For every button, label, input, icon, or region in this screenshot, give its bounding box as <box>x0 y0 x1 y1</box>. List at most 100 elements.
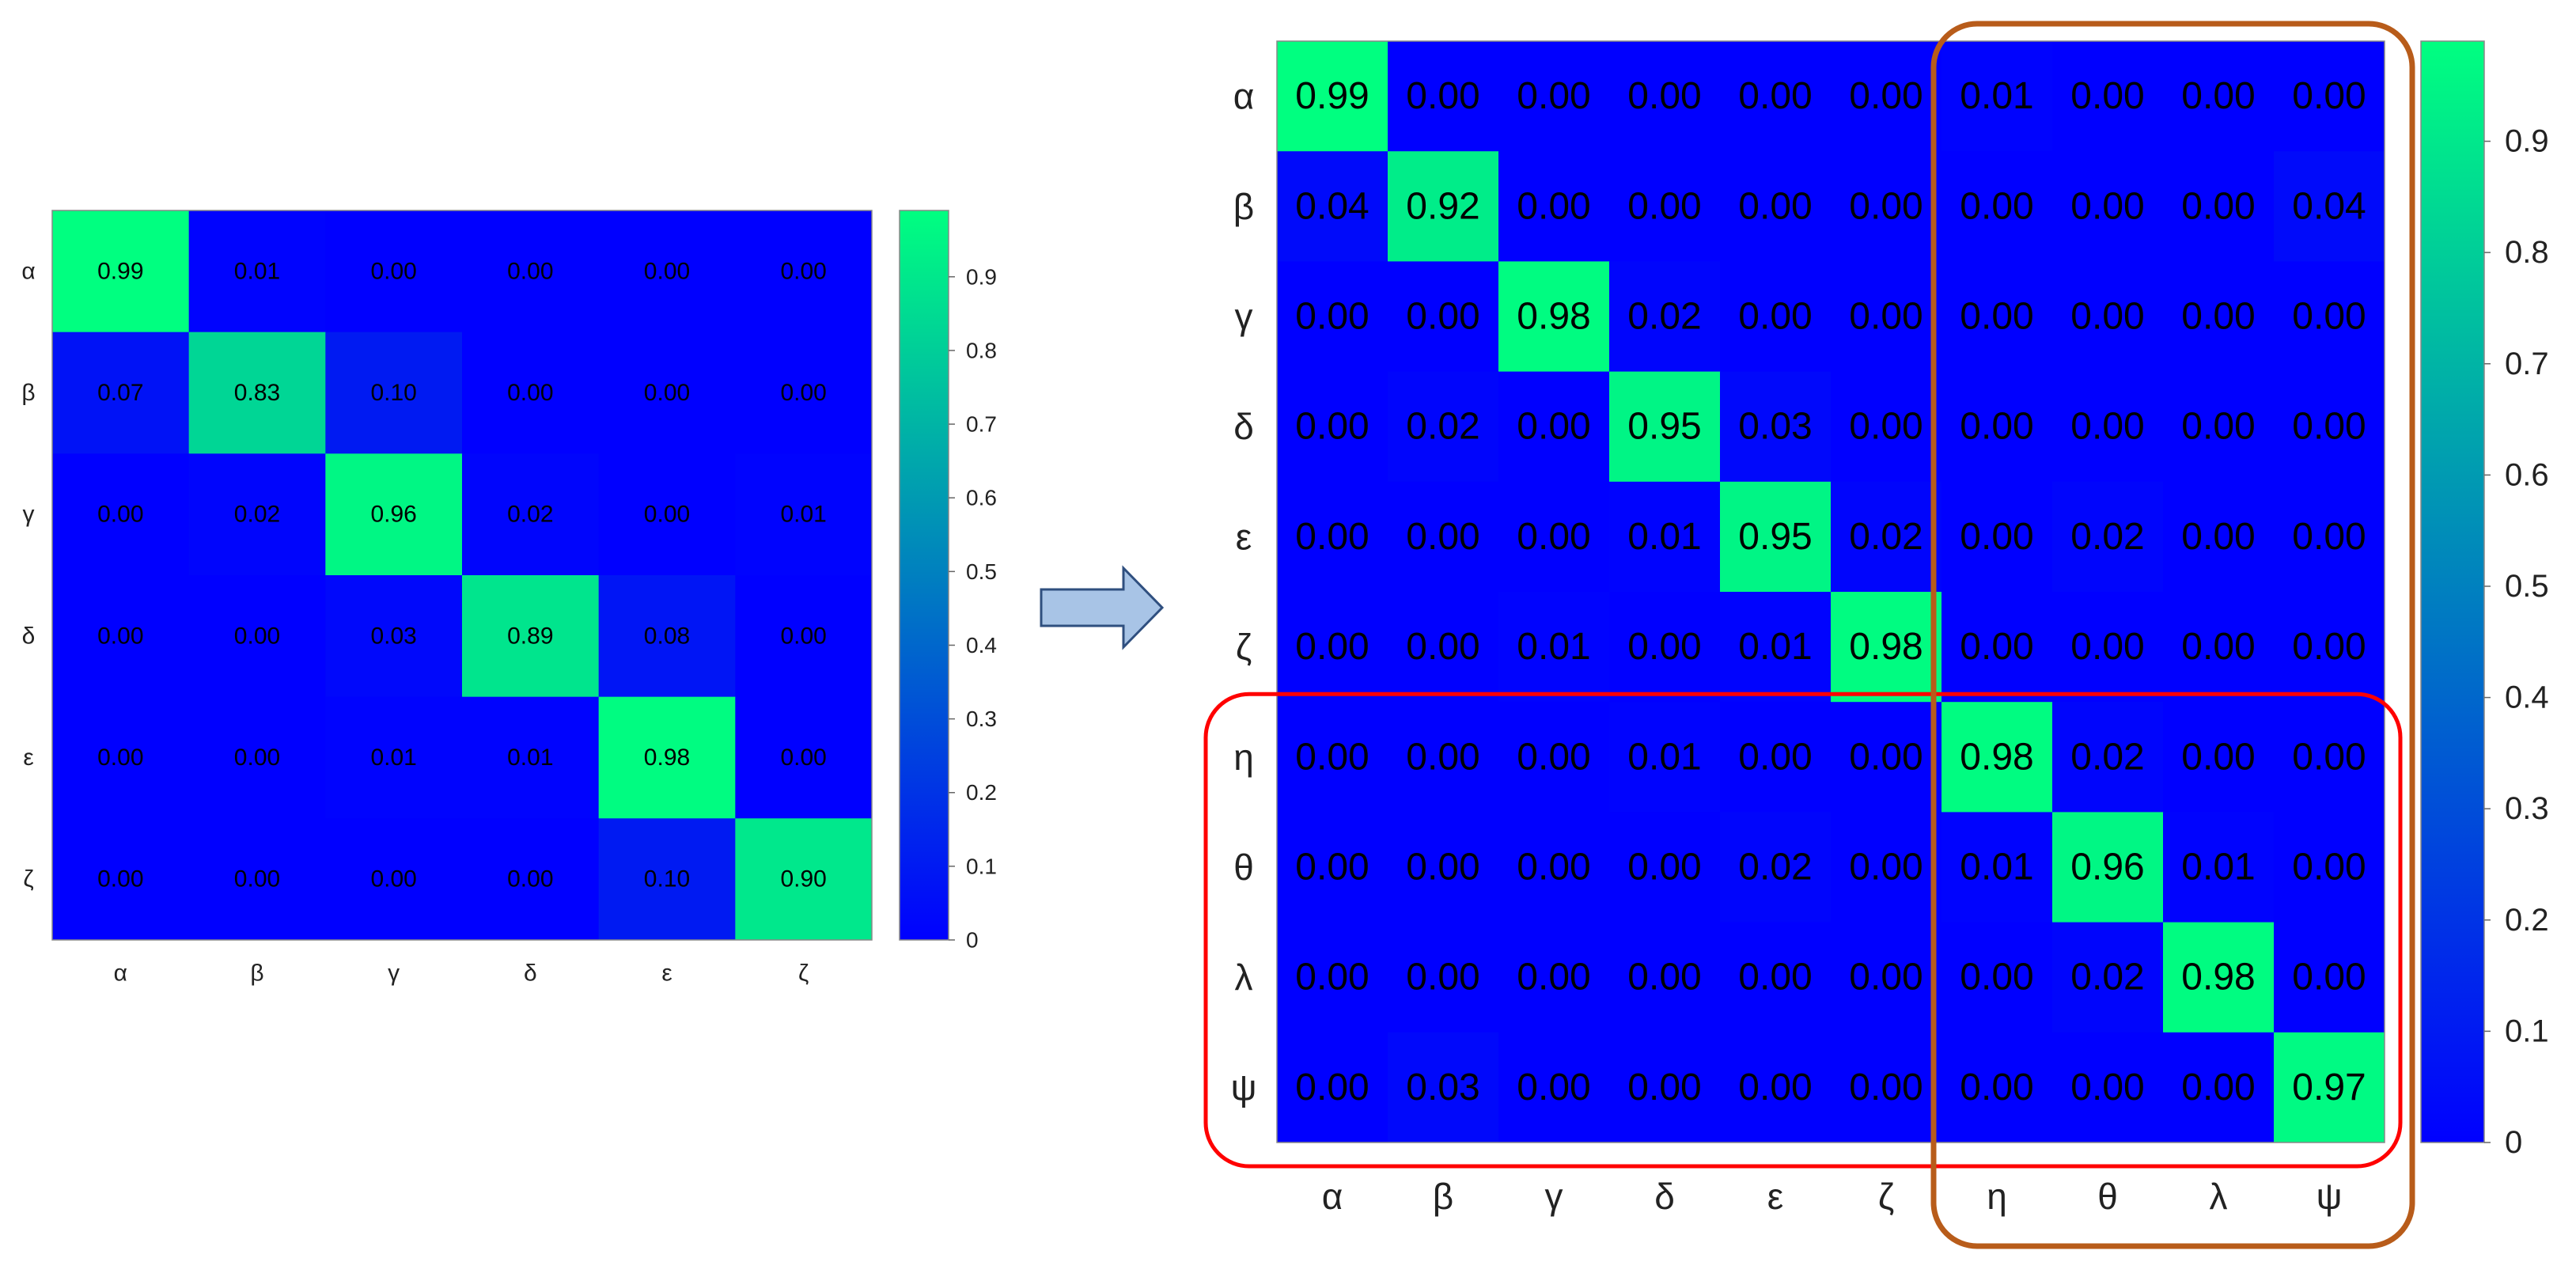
cell-label-2-5: 0.01 <box>780 502 826 528</box>
cell-label-8-9: 0.00 <box>2292 957 2366 998</box>
cell-label-0-4: 0.00 <box>1738 75 1812 117</box>
cell-0-0 <box>52 210 190 333</box>
cell-label-1-8: 0.00 <box>2181 185 2255 227</box>
cell-4-0 <box>52 696 190 819</box>
cell-5-6 <box>1941 592 2053 703</box>
cell-6-2 <box>1498 702 1610 813</box>
cell-0-8 <box>2163 41 2275 152</box>
cell-label-7-3: 0.00 <box>1627 847 1701 889</box>
y-tick-label-0: α <box>21 258 35 284</box>
cell-label-1-0: 0.04 <box>1295 185 1369 227</box>
colorbar-tick-label-1: 0.1 <box>2505 1014 2549 1048</box>
cell-7-6 <box>1941 812 2053 923</box>
x-tick-label-3: δ <box>524 961 537 987</box>
cell-6-7 <box>2052 702 2164 813</box>
cell-5-3 <box>1609 592 1721 703</box>
cell-label-1-5: 0.00 <box>1849 185 1923 227</box>
cell-4-2 <box>325 696 463 819</box>
cell-5-9 <box>2274 592 2385 703</box>
cell-2-2 <box>1498 261 1610 373</box>
cell-label-1-1: 0.83 <box>234 380 280 406</box>
y-tick-label-7: θ <box>1233 847 1254 888</box>
cell-0-0 <box>1277 41 1388 152</box>
cell-2-3 <box>462 453 600 576</box>
cell-label-6-8: 0.00 <box>2181 736 2255 778</box>
cell-4-4 <box>1720 481 1832 593</box>
cell-5-0 <box>1277 592 1388 703</box>
x-tick-label-8: λ <box>2210 1176 2228 1217</box>
cell-label-6-5: 0.00 <box>1849 736 1923 778</box>
cell-4-1 <box>1388 481 1499 593</box>
cell-2-9 <box>2274 261 2385 373</box>
cell-label-6-6: 0.98 <box>1960 736 2033 778</box>
cell-label-4-9: 0.00 <box>2292 516 2366 558</box>
cell-label-3-2: 0.03 <box>370 623 416 649</box>
cell-label-2-4: 0.00 <box>1738 296 1812 338</box>
cell-3-0 <box>52 575 190 698</box>
cell-label-3-8: 0.00 <box>2181 406 2255 448</box>
y-tick-label-2: γ <box>1235 296 1253 337</box>
cell-label-5-0: 0.00 <box>1295 626 1369 668</box>
cell-0-2 <box>1498 41 1610 152</box>
y-tick-label-5: ζ <box>1236 627 1252 668</box>
cell-label-9-7: 0.00 <box>2070 1067 2144 1108</box>
cell-8-8 <box>2163 922 2275 1033</box>
cell-3-9 <box>2274 371 2385 483</box>
y-tick-label-1: β <box>1233 186 1254 227</box>
cell-6-8 <box>2163 702 2275 813</box>
cell-3-8 <box>2163 371 2275 483</box>
cell-0-2 <box>325 210 463 333</box>
cell-label-8-7: 0.02 <box>2070 957 2144 998</box>
cell-9-7 <box>2052 1032 2164 1143</box>
cell-3-2 <box>1498 371 1610 483</box>
y-tick-label-6: η <box>1233 737 1254 778</box>
cell-7-3 <box>1609 812 1721 923</box>
x-tick-label-5: ζ <box>1878 1176 1894 1217</box>
cell-label-1-3: 0.00 <box>507 380 553 406</box>
cell-label-6-9: 0.00 <box>2292 736 2366 778</box>
cell-8-3 <box>1609 922 1721 1033</box>
cell-3-5 <box>735 575 873 698</box>
cell-9-1 <box>1388 1032 1499 1143</box>
cell-2-0 <box>52 453 190 576</box>
plot-frame <box>51 210 873 941</box>
cell-label-4-3: 0.01 <box>507 745 553 771</box>
cell-label-3-5: 0.00 <box>1849 406 1923 448</box>
cell-6-5 <box>1831 702 1942 813</box>
cell-label-9-6: 0.00 <box>1960 1067 2033 1108</box>
cell-label-7-2: 0.00 <box>1517 847 1590 889</box>
cell-5-3 <box>462 818 600 941</box>
cell-4-4 <box>598 696 736 819</box>
x-tick-label-4: ε <box>661 961 672 987</box>
cell-2-4 <box>1720 261 1832 373</box>
cell-label-3-4: 0.08 <box>644 623 690 649</box>
cell-label-5-2: 0.00 <box>370 866 416 892</box>
cell-label-6-2: 0.00 <box>1517 736 1590 778</box>
cell-2-7 <box>2052 261 2164 373</box>
cell-label-2-3: 0.02 <box>1627 296 1701 338</box>
cell-label-0-1: 0.01 <box>234 258 280 284</box>
cell-4-1 <box>188 696 326 819</box>
cell-0-1 <box>1388 41 1499 152</box>
cell-label-9-3: 0.00 <box>1627 1067 1701 1108</box>
cell-9-4 <box>1720 1032 1832 1143</box>
cell-4-3 <box>1609 481 1721 593</box>
cell-6-1 <box>1388 702 1499 813</box>
cell-5-8 <box>2163 592 2275 703</box>
cell-8-5 <box>1831 922 1942 1033</box>
cell-1-1 <box>1388 151 1499 262</box>
cell-1-0 <box>52 332 190 454</box>
cell-6-6 <box>1941 702 2053 813</box>
cell-label-2-5: 0.00 <box>1849 296 1923 338</box>
y-tick-label-4: ε <box>23 745 33 771</box>
cell-2-5 <box>1831 261 1942 373</box>
cell-label-4-0: 0.00 <box>1295 516 1369 558</box>
right-confusion-matrix: 0.99 0.00 0.00 0.00 0.00 0.00 0.01 0.00 0.00 0.00… <box>1231 40 2549 1217</box>
cell-label-2-9: 0.00 <box>2292 296 2366 338</box>
cell-5-1 <box>1388 592 1499 703</box>
x-tick-label-0: α <box>114 961 127 987</box>
cell-label-0-1: 0.00 <box>1406 75 1479 117</box>
cell-label-2-8: 0.00 <box>2181 296 2255 338</box>
cell-2-1 <box>188 453 326 576</box>
cell-2-2 <box>325 453 463 576</box>
